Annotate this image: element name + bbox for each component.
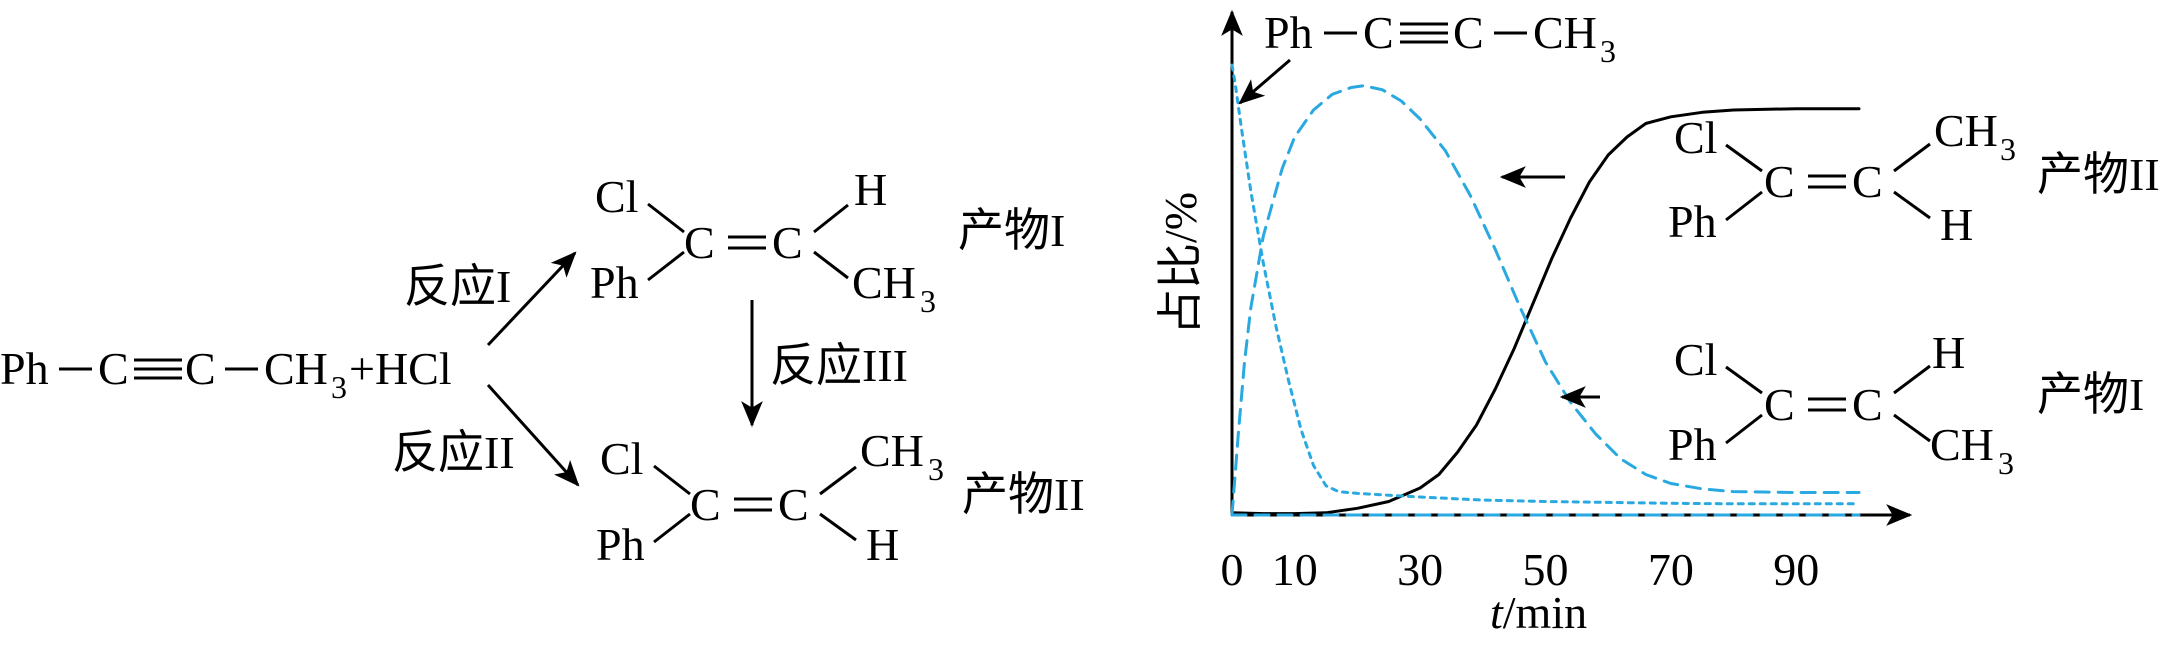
p1-c2: C bbox=[772, 217, 803, 268]
ann-reactant-ph: Ph bbox=[1264, 7, 1313, 58]
reactant-sub-3: 3 bbox=[331, 369, 347, 405]
ann-p1-c1: C bbox=[1764, 379, 1795, 430]
x-tick-label: 30 bbox=[1397, 544, 1443, 595]
p2-h: H bbox=[866, 519, 899, 570]
ann-reactant-c2: C bbox=[1453, 7, 1484, 58]
product-1-structure: Cl Ph C C H CH 3 产物I bbox=[590, 164, 1065, 319]
x-axis-label-t: t bbox=[1490, 587, 1504, 638]
p1-ph: Ph bbox=[590, 257, 639, 308]
reactant-c1: C bbox=[98, 343, 129, 394]
ann-p1-bond-cl bbox=[1725, 365, 1763, 395]
p1-bond-ph bbox=[647, 250, 685, 282]
ann-reactant-arrow bbox=[1238, 58, 1291, 105]
p2-bond-h bbox=[819, 512, 857, 542]
annotation-reactant: Ph C C CH 3 bbox=[1238, 7, 1616, 105]
series-line-1 bbox=[1230, 107, 1861, 516]
x-tick-label: 50 bbox=[1523, 544, 1569, 595]
annotation-product-2: Cl Ph C C CH 3 H 产物II bbox=[1499, 105, 2160, 250]
x-tick-label: 90 bbox=[1773, 544, 1819, 595]
p2-bond-cl bbox=[653, 464, 691, 496]
reactant-c2: C bbox=[185, 343, 216, 394]
ann-p2-name: 产物II bbox=[2037, 149, 2160, 200]
ann-p2-h: H bbox=[1940, 199, 1973, 250]
p2-bond-ph bbox=[653, 512, 691, 544]
reactant-formula: Ph C C CH 3 +HCl bbox=[0, 343, 452, 405]
reactant-plus-hcl: +HCl bbox=[349, 343, 452, 394]
p1-sub-3: 3 bbox=[920, 283, 936, 319]
p1-name: 产物I bbox=[958, 205, 1065, 256]
ann-reactant-ch: CH bbox=[1533, 7, 1597, 58]
ann-reactant-c1: C bbox=[1363, 7, 1394, 58]
ann-p1-c2: C bbox=[1852, 379, 1883, 430]
ann-p1-ch: CH bbox=[1930, 419, 1994, 470]
p2-ph: Ph bbox=[596, 519, 645, 570]
ann-p2-cl: Cl bbox=[1674, 112, 1717, 163]
p1-bond-h bbox=[813, 203, 849, 234]
reactant-ph: Ph bbox=[0, 343, 49, 394]
p1-double-bond bbox=[728, 235, 766, 250]
x-tick-label: 10 bbox=[1272, 544, 1318, 595]
p2-double-bond bbox=[734, 497, 772, 512]
p2-ch: CH bbox=[860, 425, 924, 476]
ann-p1-sub-3: 3 bbox=[1998, 445, 2014, 481]
reactant-triple-bond bbox=[134, 358, 182, 380]
x-tick-label: 70 bbox=[1648, 544, 1694, 595]
ann-p2-double-bond bbox=[1808, 174, 1846, 189]
ann-reactant-triple-bond bbox=[1400, 22, 1448, 44]
reaction-scheme: Ph C C CH 3 +HCl 反应I 反应II Cl Ph C bbox=[0, 164, 1085, 570]
chart: 0 10 30 50 70 90 占比/% t/min Ph C C CH 3 Cl bbox=[1155, 7, 2160, 638]
p1-c1: C bbox=[684, 217, 715, 268]
ann-p2-ph: Ph bbox=[1668, 196, 1717, 247]
p2-c2: C bbox=[778, 479, 809, 530]
ann-p2-bond-ch3 bbox=[1893, 142, 1931, 173]
reaction-3-label: 反应III bbox=[770, 340, 908, 391]
ann-p1-double-bond bbox=[1808, 397, 1846, 412]
p1-bond-ch3 bbox=[813, 250, 849, 280]
series-line-3 bbox=[1230, 63, 1861, 506]
p2-sub-3: 3 bbox=[928, 451, 944, 487]
ann-p1-cl: Cl bbox=[1674, 334, 1717, 385]
ann-p1-h: H bbox=[1932, 327, 1965, 378]
ann-p2-bond-h bbox=[1893, 190, 1931, 220]
ann-p1-bond-h bbox=[1893, 364, 1931, 395]
p2-bond-ch3 bbox=[819, 465, 857, 496]
ann-p1-ph: Ph bbox=[1668, 419, 1717, 470]
x-tick-label: 0 bbox=[1221, 544, 1244, 595]
reaction-1-label: 反应I bbox=[404, 261, 511, 312]
p1-h: H bbox=[854, 164, 887, 215]
p2-c1: C bbox=[690, 479, 721, 530]
ann-p1-name: 产物I bbox=[2037, 369, 2144, 420]
ann-p1-bond-ch3 bbox=[1893, 413, 1931, 443]
annotation-product-1: Cl Ph C C H CH 3 产物I bbox=[1559, 327, 2144, 481]
ann-reactant-sub-3: 3 bbox=[1600, 33, 1616, 69]
ann-p2-c2: C bbox=[1852, 156, 1883, 207]
ann-p2-sub-3: 3 bbox=[2000, 131, 2016, 167]
ann-p2-c1: C bbox=[1764, 156, 1795, 207]
p1-cl: Cl bbox=[595, 171, 638, 222]
ann-p2-ch: CH bbox=[1934, 105, 1998, 156]
y-axis-label: 占比/% bbox=[1155, 192, 1206, 335]
p2-name: 产物II bbox=[962, 469, 1085, 520]
ann-p2-bond-cl bbox=[1725, 143, 1763, 173]
x-axis-label: t/min bbox=[1490, 587, 1587, 638]
p1-bond-cl bbox=[647, 202, 685, 234]
reaction-2-arrow bbox=[486, 383, 580, 487]
reaction-2-label: 反应II bbox=[392, 427, 515, 478]
ann-p2-bond-ph bbox=[1725, 190, 1763, 222]
ann-p1-bond-ph bbox=[1725, 413, 1763, 445]
product-2-structure: Cl Ph C C CH 3 H 产物II bbox=[596, 425, 1085, 570]
reactant-ch: CH bbox=[264, 343, 328, 394]
p2-cl: Cl bbox=[600, 433, 643, 484]
x-ticks: 0 10 30 50 70 90 bbox=[1221, 544, 1820, 595]
series-layer bbox=[1230, 63, 1861, 517]
reaction-1-arrow bbox=[486, 251, 577, 347]
x-axis-label-unit: /min bbox=[1503, 587, 1587, 638]
p1-ch: CH bbox=[852, 257, 916, 308]
series-line-2 bbox=[1230, 84, 1861, 517]
